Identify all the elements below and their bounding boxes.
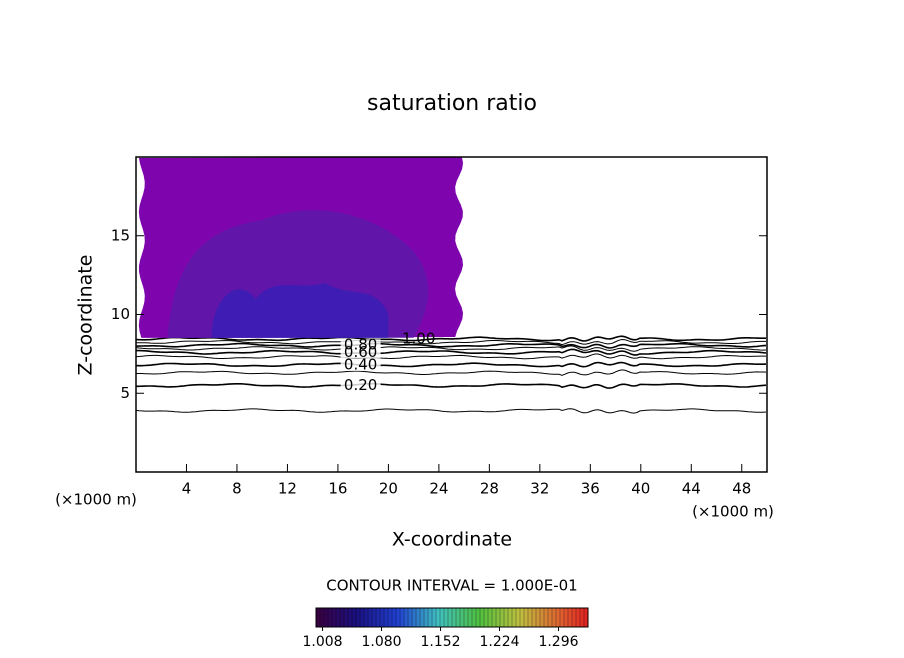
contour-label: 0.80 bbox=[344, 336, 377, 354]
colorbar-tick-label: 1.296 bbox=[538, 634, 578, 650]
x-tick-label: 20 bbox=[379, 480, 398, 498]
colorbar-tick-label: 1.080 bbox=[361, 634, 401, 650]
contour-line bbox=[136, 369, 767, 376]
contour-label: 0.60 bbox=[344, 343, 377, 361]
contour-label: 1.00 bbox=[402, 329, 435, 347]
y-axis-label: Z-coordinate bbox=[75, 255, 97, 376]
contour-line bbox=[136, 335, 766, 342]
chart-title: saturation ratio bbox=[367, 91, 537, 116]
contour-line bbox=[136, 338, 766, 346]
contour-label-bg bbox=[340, 358, 381, 371]
x-axis-label: X-coordinate bbox=[392, 529, 512, 551]
colorbar-tick-label: 1.224 bbox=[479, 634, 519, 650]
x-tick-label: 28 bbox=[480, 480, 499, 498]
x-tick-label: 16 bbox=[328, 480, 347, 498]
x-tick-label: 44 bbox=[682, 480, 701, 498]
colorbar-tick-label: 1.152 bbox=[420, 634, 460, 650]
shaded-region bbox=[211, 283, 389, 338]
colorbar-tick-label: 1.008 bbox=[303, 634, 343, 650]
contour-label-bg bbox=[340, 379, 381, 392]
contour-line bbox=[136, 361, 767, 368]
y-unit-label: (×1000 m) bbox=[55, 491, 137, 509]
y-tick-label: 5 bbox=[120, 384, 130, 402]
contour-interval: CONTOUR INTERVAL = 1.000E-01 bbox=[326, 577, 577, 595]
contour-label: 0.20 bbox=[344, 376, 377, 394]
contour-line bbox=[136, 342, 767, 349]
x-tick-label: 8 bbox=[232, 480, 242, 498]
x-unit-label: (×1000 m) bbox=[692, 503, 774, 521]
contour-line bbox=[136, 382, 767, 389]
y-tick-label: 10 bbox=[111, 305, 130, 323]
x-tick-label: 24 bbox=[429, 480, 448, 498]
x-tick-label: 48 bbox=[732, 480, 751, 498]
contour-line bbox=[136, 353, 766, 360]
contour-line bbox=[136, 348, 767, 356]
contour-label-bg bbox=[340, 339, 381, 352]
x-tick-label: 32 bbox=[530, 480, 549, 498]
contour-label: 0.40 bbox=[344, 355, 377, 373]
y-tick-label: 15 bbox=[111, 226, 130, 244]
x-tick-label: 12 bbox=[278, 480, 297, 498]
x-tick-label: 4 bbox=[182, 480, 192, 498]
x-tick-label: 36 bbox=[581, 480, 600, 498]
x-tick-label: 40 bbox=[631, 480, 650, 498]
contour-line bbox=[136, 408, 767, 414]
contour-line bbox=[136, 345, 767, 352]
